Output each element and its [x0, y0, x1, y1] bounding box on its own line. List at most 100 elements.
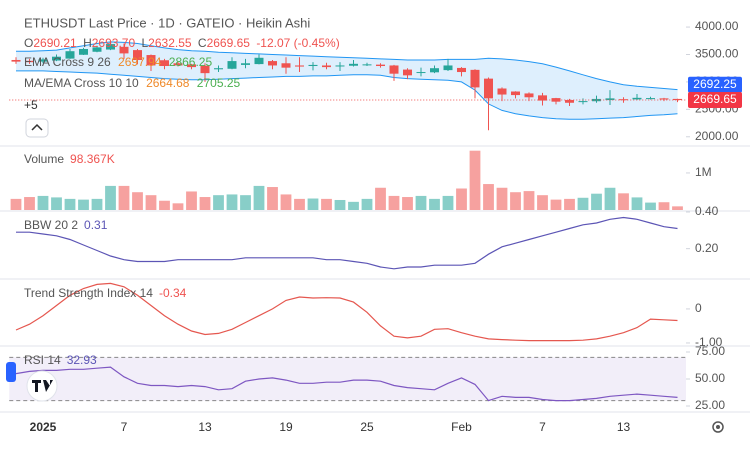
y-tick-label: 0.40 — [695, 204, 719, 218]
candle-body — [565, 100, 574, 103]
candle-body — [376, 64, 385, 67]
volume-bar — [37, 195, 49, 210]
panel-title: RSI 14 — [24, 353, 61, 367]
more-indicators[interactable]: +5 — [24, 98, 38, 112]
ohlc-legend: O2690.21 H2693.70 L2632.55 C2669.65 -12.… — [24, 36, 340, 50]
volume-bar — [388, 195, 400, 210]
x-tick-label: Feb — [451, 420, 472, 434]
indicator-value: 2697.94 — [118, 55, 162, 69]
panel-separators — [0, 145, 750, 413]
candle-body — [335, 65, 345, 67]
candle-body — [146, 55, 156, 66]
x-tick-label: 2025 — [30, 420, 57, 434]
volume-bar — [645, 202, 656, 210]
candle-body — [484, 78, 493, 99]
candle-body — [25, 60, 34, 63]
candle-body — [497, 88, 507, 95]
collapse-button[interactable] — [25, 118, 49, 138]
gear-icon[interactable] — [712, 421, 724, 433]
volume-bar — [442, 195, 454, 210]
volume-bar — [51, 197, 62, 210]
settings-button[interactable] — [712, 421, 724, 433]
volume-bar — [456, 188, 467, 210]
indicator-line — [15, 282, 678, 342]
y-tick-label: 0 — [695, 301, 702, 315]
volume-bar — [348, 201, 359, 210]
panel-legend: Trend Strength Index 14 -0.34 — [24, 286, 187, 300]
volume-bar — [577, 197, 589, 210]
indicator-value: 2664.68 — [146, 76, 190, 90]
candle-body — [592, 98, 601, 102]
side-tab[interactable] — [6, 362, 16, 382]
panel-value: -0.34 — [159, 286, 187, 300]
x-tick-label: 25 — [360, 420, 374, 434]
candle-body — [457, 67, 466, 73]
indicator-line — [15, 366, 678, 402]
candle-body — [214, 68, 223, 70]
candle-body — [241, 63, 250, 65]
volume-bar — [321, 198, 332, 210]
x-tick-label: 7 — [121, 420, 128, 434]
y-tick-label: 50.00 — [695, 371, 725, 385]
candle-body — [52, 56, 61, 61]
candle-body — [430, 68, 439, 73]
y-tick-label: 4000.00 — [695, 19, 739, 33]
volume-bar — [132, 192, 143, 210]
band-line — [16, 70, 678, 120]
candle-body — [646, 98, 655, 100]
y-tick-label: 1M — [695, 165, 712, 179]
indicator-value: 2866.25 — [169, 55, 213, 69]
price-tag-label: 2669.65 — [693, 92, 737, 106]
volume-bar — [199, 197, 211, 210]
y-tick-label: 75.00 — [695, 344, 725, 358]
volume-bar — [118, 185, 130, 210]
volume-bar — [213, 195, 224, 210]
x-tick-label: 7 — [539, 420, 546, 434]
volume-bar — [402, 197, 413, 210]
x-tick-label: 19 — [279, 420, 293, 434]
volume-bar — [604, 187, 616, 210]
volume-bar — [307, 198, 319, 210]
chart-title: ETHUSDT Last Price · 1D · GATEIO · Heiki… — [24, 15, 310, 30]
candle-body — [65, 51, 75, 59]
panel-title: Trend Strength Index 14 — [24, 286, 153, 300]
volume-bar — [145, 195, 157, 210]
volume-bar — [591, 193, 602, 210]
candle-body — [632, 97, 642, 100]
volume-bar — [10, 198, 22, 210]
volume-bar — [172, 203, 184, 210]
volume-bar — [253, 185, 265, 210]
chevron-icon — [31, 123, 43, 131]
panel-title: BBW 20 2 — [24, 218, 78, 232]
volume-bar — [186, 191, 197, 210]
logo — [26, 370, 58, 402]
panel-value: 32.93 — [67, 353, 97, 367]
panel-title: Volume — [24, 152, 64, 166]
candle-body — [200, 65, 210, 74]
change: -12.07 (-0.45%) — [256, 36, 339, 50]
ohlc-value: 2632.55 — [148, 36, 192, 50]
candle-body — [673, 98, 682, 101]
volume-bar — [78, 199, 89, 210]
candle-body — [322, 65, 331, 68]
volume-bar — [64, 198, 76, 210]
y-tick-label: 25.00 — [695, 398, 725, 412]
ohlc-label: C — [198, 36, 207, 50]
band-line — [16, 41, 678, 91]
volume-bar — [564, 198, 575, 210]
indicator-legend: MA/EMA Cross 10 10 2664.68 2705.25 — [24, 76, 241, 90]
panel-legend: BBW 20 2 0.31 — [24, 218, 108, 232]
candle-body — [349, 63, 358, 66]
candle-body — [470, 69, 480, 88]
candle-body — [659, 98, 669, 100]
y-tick-label: 0.20 — [695, 241, 719, 255]
ohlc-label: H — [83, 36, 92, 50]
candle-body — [38, 59, 48, 62]
volume-bar — [334, 199, 346, 210]
volume-bar — [537, 195, 548, 210]
marks: 20257131925Feb7132000.002500.003000.0035… — [9, 19, 742, 434]
candle-body — [106, 44, 115, 50]
volume-bar — [294, 198, 305, 210]
candle-body — [227, 61, 237, 69]
button-frame[interactable] — [25, 118, 49, 138]
